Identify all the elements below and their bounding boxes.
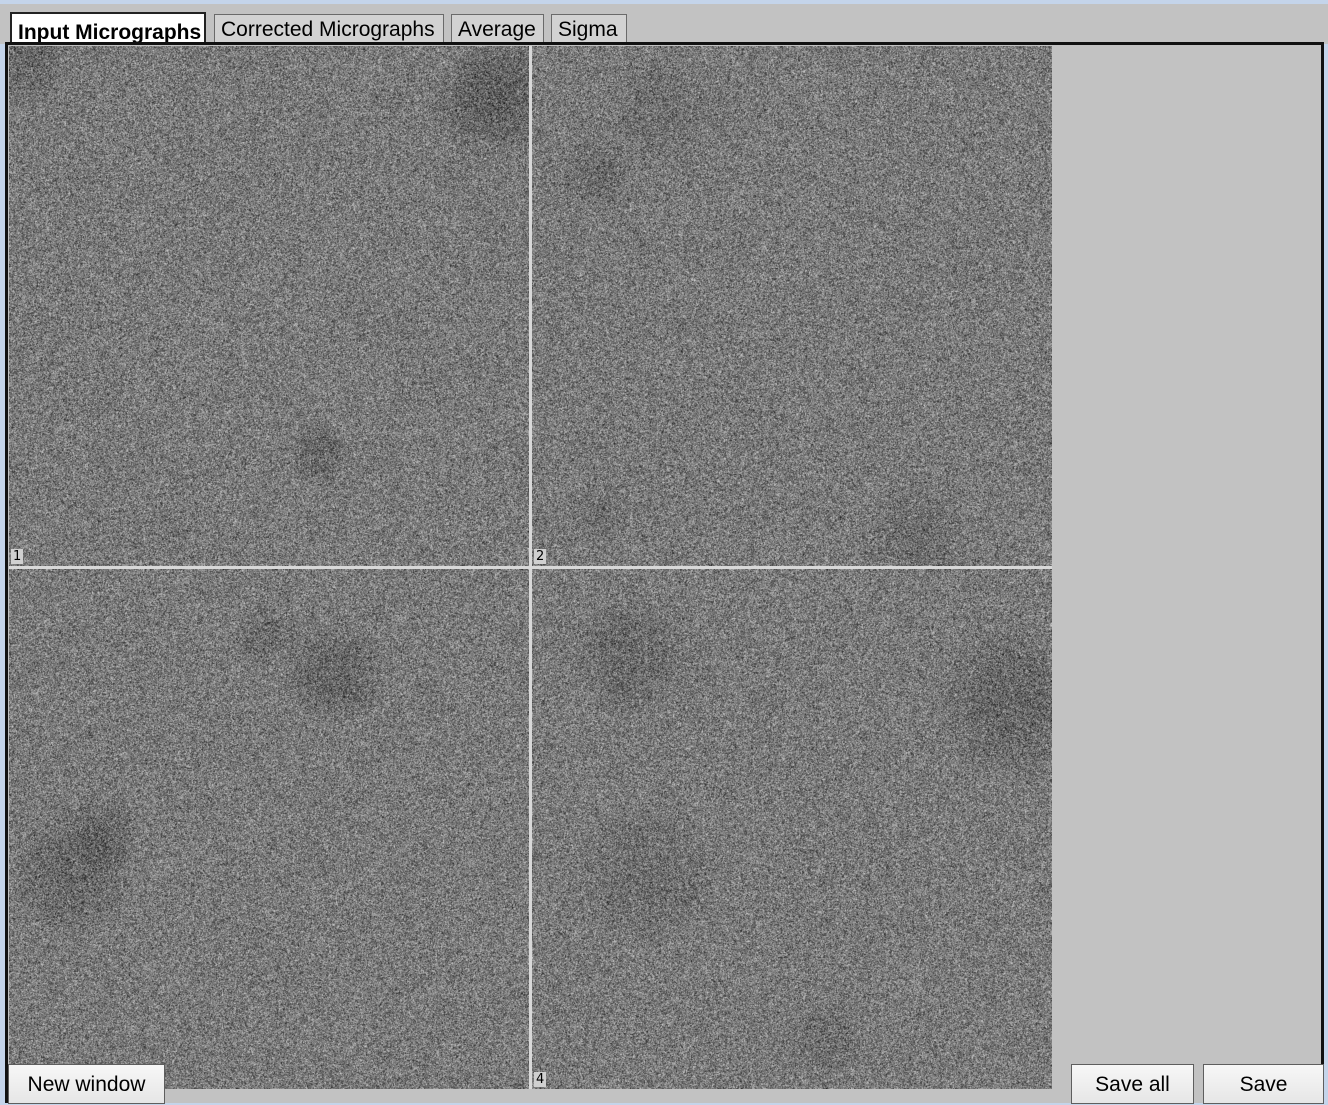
micrograph-index-label: 4 — [534, 1072, 547, 1087]
micrograph-image — [9, 569, 529, 1089]
tab-sigma[interactable]: Sigma — [551, 14, 627, 43]
tab-corrected-micrographs[interactable]: Corrected Micrographs — [214, 14, 444, 43]
micrograph-image — [532, 46, 1052, 566]
micrograph-1[interactable]: 1 — [9, 46, 529, 566]
save-button[interactable]: Save — [1203, 1064, 1324, 1104]
micrograph-3[interactable] — [9, 569, 529, 1089]
tab-average[interactable]: Average — [451, 14, 544, 43]
save-all-button[interactable]: Save all — [1071, 1064, 1194, 1104]
micrograph-grid: 1 2 4 — [9, 46, 1052, 1089]
micrograph-image — [532, 569, 1052, 1089]
micrograph-index-label: 1 — [11, 549, 24, 564]
micrograph-2[interactable]: 2 — [532, 46, 1052, 566]
micrograph-4[interactable]: 4 — [532, 569, 1052, 1089]
tab-bar: Input Micrographs Corrected Micrographs … — [0, 4, 1328, 49]
micrograph-index-label: 2 — [534, 549, 547, 564]
new-window-button[interactable]: New window — [8, 1064, 165, 1104]
micrograph-image — [9, 46, 529, 566]
